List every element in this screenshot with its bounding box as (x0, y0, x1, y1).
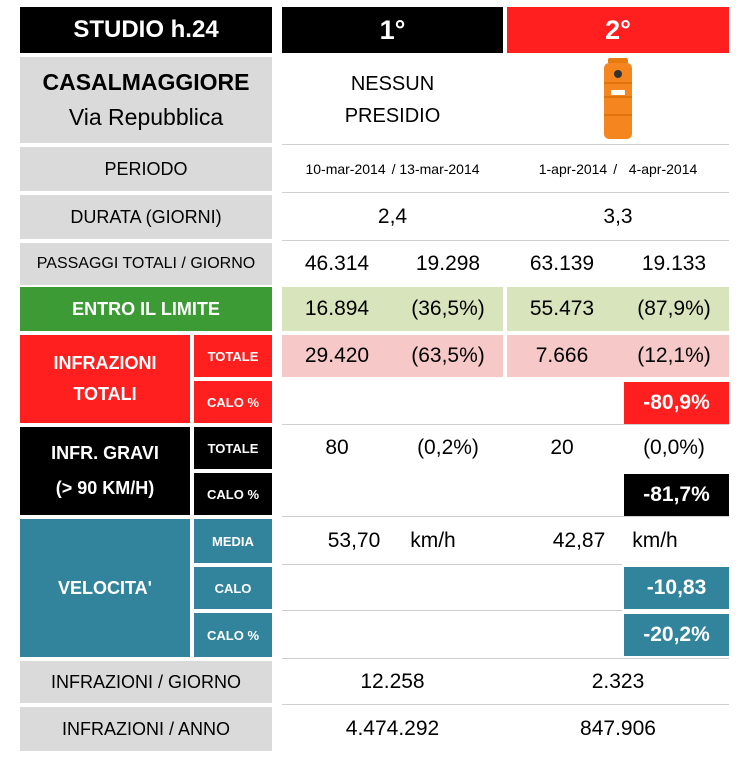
row-divider (282, 704, 729, 705)
row-divider (282, 192, 729, 193)
velocita-media-sublabel: MEDIA (194, 519, 272, 563)
col1-infrazioni-pct: (63,5%) (411, 344, 485, 367)
durata-label: DURATA (GIORNI) (20, 195, 272, 239)
col1-entro-count: 16.894 (304, 297, 370, 320)
col2-infrazioni-calo: -80,9% (624, 382, 729, 424)
col2-durata: 3,3 (603, 205, 633, 228)
row-divider (282, 424, 729, 425)
col2-gravi-calo: -81,7% (624, 474, 729, 516)
col1-device-line1: NESSUN (350, 72, 435, 95)
col1-durata: 2,4 (377, 205, 408, 228)
infrazioni-calo-sublabel: CALO % (194, 381, 272, 423)
col1-entro-pct: (36,5%) (411, 297, 485, 320)
col2-gravi-count: 20 (550, 436, 574, 459)
col1-infrazioni-giorno: 12.258 (360, 670, 425, 693)
col1-gravi-count: 80 (325, 436, 349, 459)
row-divider (282, 240, 729, 241)
col1-infrazioni-count: 29.420 (304, 344, 370, 367)
col1-periodo-end: / 13-mar-2014 (391, 161, 480, 177)
infrazioni-label-line1: INFRAZIONI (53, 353, 157, 373)
col2-velocita-value: 42,87 (552, 529, 606, 552)
col2-passaggi-daily: 19.133 (641, 252, 707, 275)
row-divider (282, 516, 729, 517)
passaggi-label: PASSAGGI TOTALI / GIORNO (20, 243, 272, 285)
entro-limite-label: ENTRO IL LIMITE (20, 287, 272, 331)
col2-infrazioni-pct: (12,1%) (637, 344, 711, 367)
infrazioni-giorno-label: INFRAZIONI / GIORNO (20, 661, 272, 703)
col2-infrazioni-anno: 847.906 (580, 717, 656, 740)
col2-velocita-calo-pct: -20,2% (624, 614, 729, 656)
col1-entro-cell (282, 287, 503, 331)
col2-gravi-pct: (0,0%) (643, 436, 705, 459)
velocita-label: VELOCITA' (20, 519, 190, 657)
gravi-label-line1: INFR. GRAVI (51, 443, 159, 463)
row-divider (282, 658, 729, 659)
col1-passaggi-daily: 19.298 (415, 252, 481, 275)
study-header: STUDIO h.24 (20, 7, 272, 53)
col1-infrazioni-anno: 4.474.292 (345, 717, 440, 740)
col1-infrazioni-cell (282, 335, 503, 377)
velocita-calo-pct-sublabel: CALO % (194, 613, 272, 657)
column-1-header: 1° (282, 7, 503, 53)
periodo-label: PERIODO (20, 147, 272, 191)
col1-periodo-start: 10-mar-2014 (305, 161, 386, 177)
col2-periodo-start: 1-apr-2014 (538, 161, 608, 177)
location-cell: CASALMAGGIORE Via Repubblica (20, 57, 272, 143)
col1-velocita-unit: km/h (410, 529, 456, 552)
gravi-label-line2: (> 90 KM/H) (55, 478, 155, 498)
col1-gravi-pct: (0,2%) (417, 436, 479, 459)
col2-periodo-end: / 4-apr-2014 (613, 161, 698, 177)
col2-infrazioni-cell (507, 335, 729, 377)
velocita-calo-sublabel: CALO (194, 567, 272, 609)
infrazioni-gravi-label: INFR. GRAVI (> 90 KM/H) (20, 427, 190, 515)
col2-entro-count: 55.473 (529, 297, 595, 320)
col2-periodo: 1-apr-2014 / 4-apr-2014 (507, 147, 729, 191)
gravi-totale-sublabel: TOTALE (194, 427, 272, 469)
orange-speed-box-icon (604, 58, 632, 139)
col2-velocita-unit: km/h (632, 529, 678, 552)
col2-device-cell (507, 57, 729, 143)
infrazioni-label-line2: TOTALI (73, 384, 137, 404)
col1-device-cell: NESSUN PRESIDIO (282, 57, 503, 143)
col2-infrazioni-count: 7.666 (535, 344, 589, 367)
infrazioni-anno-label: INFRAZIONI / ANNO (20, 707, 272, 751)
col2-infrazioni-giorno: 2.323 (591, 670, 645, 693)
col1-periodo: 10-mar-2014 / 13-mar-2014 (282, 147, 503, 191)
infrazioni-totale-sublabel: TOTALE (194, 335, 272, 377)
col2-velocita-calo: -10,83 (624, 567, 729, 609)
col1-velocita-value: 53,70 (327, 529, 381, 552)
col2-entro-cell (507, 287, 729, 331)
row-divider (282, 564, 622, 565)
col1-passaggi-total: 46.314 (304, 252, 370, 275)
location-street: Via Repubblica (68, 104, 224, 130)
gravi-calo-sublabel: CALO % (194, 473, 272, 515)
infrazioni-totali-label: INFRAZIONI TOTALI (20, 335, 190, 423)
column-2-header: 2° (507, 7, 729, 53)
row-divider (282, 610, 622, 611)
location-city: CASALMAGGIORE (42, 69, 250, 95)
col2-passaggi-total: 63.139 (529, 252, 595, 275)
col2-entro-pct: (87,9%) (637, 297, 711, 320)
col1-device-line2: PRESIDIO (344, 104, 441, 127)
row-divider (282, 144, 729, 145)
